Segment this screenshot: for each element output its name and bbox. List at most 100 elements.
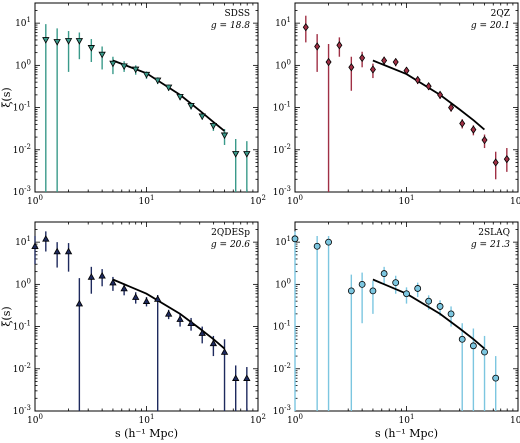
y-tick-base: 10 (15, 61, 27, 71)
y-tick-exponent: 1 (287, 235, 291, 243)
y-tick-exponent: -1 (24, 101, 31, 109)
data-point (209, 122, 218, 130)
data-point (142, 297, 151, 304)
y-tick-base: 10 (13, 407, 25, 417)
data-point (381, 56, 388, 65)
x-tick-base: 10 (287, 416, 299, 426)
model-curve (372, 278, 485, 350)
panel-magnitude: g = 18.8 (211, 21, 250, 31)
y-tick-label: 10-1 (273, 101, 291, 114)
data-point (75, 38, 84, 45)
y-tick-exponent: 1 (27, 16, 31, 24)
y-tick-exponent: 0 (287, 277, 291, 285)
data-point (369, 287, 377, 295)
x-axis-label: s (h⁻¹ Mpc) (375, 427, 438, 440)
panel-magnitude: g = 20.6 (211, 240, 250, 250)
data-point (325, 57, 332, 67)
x-tick-base: 10 (250, 197, 262, 207)
data-point (75, 299, 84, 307)
y-tick-exponent: -3 (284, 404, 291, 412)
data-point (492, 374, 500, 382)
data-point (187, 319, 195, 327)
x-tick-base: 10 (399, 416, 411, 426)
y-tick-exponent: -1 (24, 320, 31, 328)
data-point (403, 290, 410, 298)
data-point (132, 66, 140, 74)
data-point (448, 103, 455, 112)
x-tick-label: 100 (287, 194, 303, 207)
x-tick-label: 101 (399, 194, 415, 207)
y-tick-label: 10-3 (13, 404, 31, 417)
panel-label: 2SLAQ (478, 228, 510, 238)
y-tick-base: 10 (13, 188, 25, 198)
x-tick-base: 10 (250, 416, 262, 426)
data-point (481, 135, 488, 145)
data-point (348, 63, 355, 72)
y-tick-base: 10 (275, 61, 287, 71)
data-point (436, 303, 444, 310)
y-tick-exponent: -3 (24, 404, 31, 412)
data-point (42, 37, 50, 44)
y-tick-base: 10 (273, 365, 285, 375)
y-tick-label: 100 (275, 58, 291, 71)
data-point (232, 151, 240, 158)
y-tick-base: 10 (275, 280, 287, 290)
data-point (359, 53, 366, 63)
x-tick-base: 10 (510, 416, 520, 426)
y-tick-label: 101 (15, 16, 31, 29)
data-point (109, 60, 117, 68)
data-point (369, 65, 376, 74)
x-tick-base: 10 (27, 416, 39, 426)
y-tick-base: 10 (15, 280, 27, 290)
data-point (154, 77, 162, 85)
y-axis-label: ξ(s) (0, 87, 13, 107)
x-tick-base: 10 (27, 197, 39, 207)
data-point (392, 279, 400, 287)
y-tick-base: 10 (273, 146, 285, 156)
model-curve (112, 278, 225, 350)
y-tick-base: 10 (13, 104, 25, 114)
data-point (347, 287, 355, 295)
y-tick-exponent: -3 (24, 185, 31, 193)
y-tick-label: 101 (15, 235, 31, 248)
y-tick-base: 10 (273, 188, 285, 198)
x-tick-label: 100 (287, 413, 303, 426)
data-point (220, 348, 229, 355)
data-point (176, 315, 184, 322)
data-point (98, 271, 106, 279)
panel-label: 2QZ (491, 9, 510, 19)
y-tick-base: 10 (273, 104, 285, 114)
x-tick-exponent: 0 (38, 413, 42, 421)
y-tick-exponent: -2 (24, 362, 31, 370)
y-tick-exponent: -1 (284, 101, 291, 109)
panel-label: 2QDESp (211, 228, 250, 238)
y-tick-label: 10-1 (13, 101, 31, 114)
y-tick-base: 10 (13, 146, 25, 156)
data-point (470, 125, 477, 134)
y-tick-base: 10 (273, 407, 285, 417)
data-point (392, 57, 399, 67)
x-tick-exponent: 1 (410, 194, 414, 202)
y-tick-base: 10 (15, 19, 27, 29)
data-point (87, 45, 96, 52)
y-tick-label: 100 (275, 277, 291, 290)
y-tick-label: 10-1 (273, 320, 291, 333)
x-tick-base: 10 (399, 197, 411, 207)
y-tick-exponent: 1 (27, 235, 31, 243)
x-tick-label: 102 (510, 194, 520, 207)
model-curve (112, 59, 225, 132)
data-point (458, 335, 466, 343)
data-point (154, 295, 162, 302)
data-point (314, 42, 321, 51)
data-point (198, 113, 206, 121)
data-point (98, 51, 106, 59)
y-tick-base: 10 (13, 323, 25, 333)
y-tick-label: 100 (15, 58, 31, 71)
data-point (469, 342, 477, 350)
x-tick-label: 101 (399, 413, 415, 426)
y-tick-base: 10 (15, 238, 27, 248)
data-point (164, 84, 173, 92)
x-tick-base: 10 (510, 197, 520, 207)
x-tick-label: 100 (27, 194, 43, 207)
